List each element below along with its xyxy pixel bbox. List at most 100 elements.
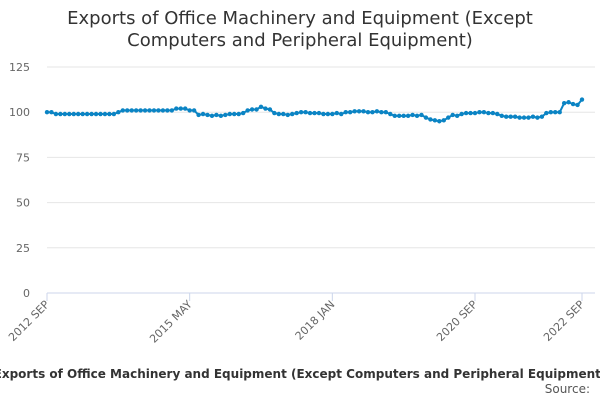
point [352,109,357,114]
point [410,112,415,118]
point [80,111,85,117]
point [361,109,366,114]
point [298,110,304,115]
point [423,115,429,120]
point [508,114,513,119]
point [120,108,125,113]
point [334,110,339,116]
point [432,118,438,123]
point [481,110,487,115]
point [307,110,313,116]
point [512,114,518,119]
x-tick-label: 2018 JAN [293,298,338,343]
point [232,111,237,117]
point [374,109,380,114]
point [267,107,273,112]
point [240,110,246,116]
point [553,110,558,115]
footer: Exports of Office Machinery and Equipmen… [0,367,600,381]
point [89,111,94,117]
point [156,108,161,113]
point [405,113,411,119]
point [111,111,117,117]
point [526,115,531,120]
point [397,113,402,119]
y-tick-label: 0 [23,287,30,300]
point [71,111,76,117]
point [459,111,464,117]
point [245,108,250,113]
point [472,110,478,116]
point [330,111,335,117]
x-tick-label: 2020 SEP [434,298,480,344]
point [388,111,393,117]
x-tick-label: 2012 SEP [6,298,52,344]
point [401,113,406,119]
point [463,110,469,116]
point [169,108,175,113]
point [160,108,166,113]
point [504,114,509,119]
point [254,107,259,112]
point [379,110,384,115]
point [249,107,255,112]
point [98,111,103,117]
point [539,114,545,119]
point [343,110,348,115]
point [116,110,121,115]
point [133,108,139,113]
point [107,111,112,117]
y-tick-label: 25 [16,242,30,255]
point [165,108,170,113]
source: Source: [545,382,590,396]
point [561,100,567,106]
point [521,115,527,120]
point [76,111,81,117]
point [102,111,108,117]
point [227,111,232,117]
point [84,111,90,117]
point [272,110,277,116]
point [138,108,143,113]
point [142,108,148,113]
point [392,113,397,119]
point [570,101,576,107]
point [548,110,553,115]
point [437,119,442,124]
point [321,111,326,117]
point [276,111,282,117]
x-tick-label: 2015 MAY [147,298,195,346]
point [325,111,331,117]
y-tick-label: 75 [16,151,30,164]
point [383,110,389,115]
point [214,112,219,118]
point [530,114,536,119]
point [205,112,210,118]
point [187,108,192,113]
point [365,110,371,115]
y-tick-label: 50 [16,197,30,210]
point [517,115,522,120]
point [223,112,228,118]
point [236,111,241,117]
point [566,100,571,105]
point [151,108,157,113]
point [200,111,206,117]
point [44,110,50,115]
point [428,117,433,122]
point [258,104,264,109]
point [356,109,362,114]
point [294,110,299,116]
point [290,111,295,117]
point [129,108,134,113]
point [174,106,179,111]
point [419,112,424,118]
point [53,111,59,117]
point [441,118,446,123]
point [316,110,322,116]
point [191,108,197,113]
point [285,112,290,118]
point [477,110,482,115]
